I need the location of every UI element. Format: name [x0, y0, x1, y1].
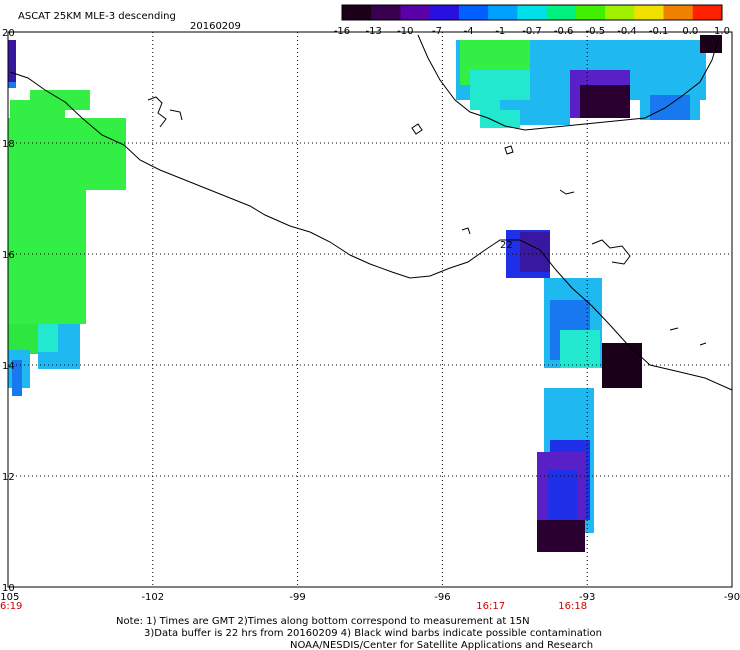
colorbar-segment: [517, 5, 548, 20]
time-label: 16:18: [558, 601, 587, 612]
time-label: 16:19: [0, 601, 22, 612]
colorbar-segment: [458, 5, 489, 20]
islands: [147, 96, 707, 346]
coastline: [9, 71, 733, 391]
wind-cell: [560, 330, 600, 368]
lat-tick-label: 14: [2, 361, 15, 372]
colorbar-segment: [342, 5, 372, 20]
lat-tick-label: 20: [2, 28, 15, 39]
lon-tick-label: -93: [579, 592, 595, 603]
time-label: 16:17: [476, 601, 505, 612]
wind-cell: [580, 85, 630, 118]
wind-cell: [8, 118, 126, 190]
colorbar-segment: [634, 5, 665, 20]
wind-cell: [8, 82, 16, 88]
wind-cell: [38, 324, 58, 352]
axis-labels: -105 -102 -99 -96 -93 -90 20 18 16 14 12 10: [0, 28, 740, 603]
wind-cell: [480, 110, 520, 128]
scatterometer-swaths: [8, 35, 722, 552]
wind-cell: [537, 520, 585, 552]
wind-cell: [520, 232, 550, 272]
wind-cell: [650, 95, 690, 120]
note-line-3: NOAA/NESDIS/Center for Satellite Applica…: [290, 640, 593, 650]
wind-cell: [12, 360, 22, 396]
wind-cell: [8, 324, 38, 354]
region-number: 22: [500, 240, 513, 251]
colorbar-segment: [605, 5, 635, 20]
colorbar-segment: [400, 5, 431, 20]
lat-tick-label: 10: [2, 583, 15, 594]
colorbar-segment: [429, 5, 460, 20]
colorbar-outline: [341, 4, 723, 21]
colorbar-segment: [692, 5, 723, 20]
lat-tick-label: 18: [2, 139, 15, 150]
colorbar-segment: [371, 5, 401, 20]
colorbar-segment: [488, 5, 518, 20]
lat-tick-label: 16: [2, 250, 15, 261]
map-frame: [7, 31, 733, 588]
lon-tick-label: -99: [289, 592, 305, 603]
lon-tick-label: -90: [724, 592, 740, 603]
wind-cell: [700, 35, 722, 53]
wind-cell: [30, 90, 90, 110]
map-date: 20160209: [190, 21, 241, 32]
lon-tick-label: -102: [141, 592, 164, 603]
lon-tick-label: -96: [434, 592, 450, 603]
colorbar-segment: [546, 5, 577, 20]
time-labels: 16:19 16:17 16:18: [0, 601, 587, 612]
lon-tick-label: -105: [0, 592, 19, 603]
colorbar-segment: [663, 5, 694, 20]
wind-cell: [8, 240, 86, 324]
lat-tick-label: 12: [2, 472, 15, 483]
colorbar-segment: [575, 5, 606, 20]
coastline-yucatan: [417, 34, 719, 131]
note-line-1: Note: 1) Times are GMT 2)Times along bot…: [116, 616, 530, 627]
lat-lon-grid: [8, 32, 732, 587]
note-line-2: 3)Data buffer is 22 hrs from 20160209 4)…: [144, 628, 602, 639]
map-title: ASCAT 25KM MLE-3 descending: [18, 11, 176, 22]
wind-cell: [8, 40, 16, 82]
wind-cell: [8, 190, 86, 240]
